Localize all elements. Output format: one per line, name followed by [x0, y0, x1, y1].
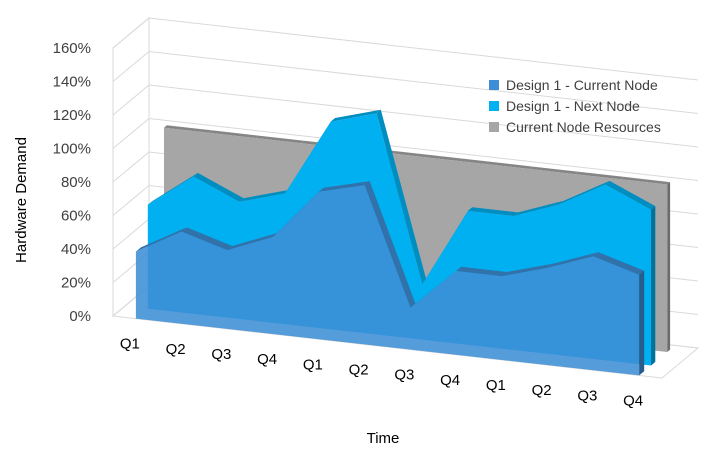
- legend-swatch: [489, 122, 499, 132]
- x-tick-label: Q1: [486, 377, 506, 394]
- y-tick-label: 120%: [53, 107, 91, 124]
- x-tick-label: Q3: [394, 367, 414, 384]
- y-tick-label: 0%: [69, 308, 91, 325]
- series-top-segment: [209, 130, 259, 138]
- y-tick-label: 160%: [53, 40, 91, 57]
- legend: Design 1 - Current Node Design 1 - Next N…: [489, 77, 661, 135]
- x-tick-labels: Q1 Q2 Q3 Q4 Q1 Q2 Q3 Q4 Q1 Q2 Q3 Q4: [120, 336, 643, 410]
- series-top-segment: [364, 181, 416, 308]
- series-top-segment: [410, 266, 462, 308]
- series-top-segment: [438, 156, 488, 164]
- series-top-segment: [501, 263, 553, 277]
- y-tick-label: 60%: [61, 208, 91, 225]
- series-top-segment: [164, 125, 213, 133]
- gridline: [112, 17, 699, 81]
- series-end-cap: [667, 182, 671, 352]
- x-tick-label: Q4: [623, 392, 643, 409]
- series-top-segment: [193, 172, 244, 202]
- series-area-0: [135, 185, 640, 376]
- y-tick-label: 20%: [61, 275, 91, 292]
- x-tick-label: Q1: [120, 336, 140, 353]
- series-top-segment: [575, 171, 625, 180]
- legend-label: Design 1 - Next Node: [506, 98, 640, 114]
- y-tick-label: 80%: [61, 174, 91, 191]
- series-top-segment: [135, 227, 187, 252]
- series-top-segment: [330, 109, 381, 122]
- x-tick-label: Q4: [257, 351, 277, 368]
- series-top-segment: [255, 135, 305, 144]
- series-top-segment: [559, 180, 610, 205]
- series-top-segment: [484, 161, 533, 169]
- series-top-segment: [147, 172, 198, 205]
- legend-swatch: [489, 101, 499, 111]
- series-top-segment: [513, 200, 564, 216]
- x-tick-label: Q1: [303, 356, 323, 373]
- series-top-segment: [547, 252, 599, 268]
- series-top-segment: [593, 252, 645, 275]
- x-tick-label: Q2: [349, 361, 369, 378]
- x-tick-label: Q4: [440, 372, 460, 389]
- series-top-segment: [456, 266, 507, 277]
- series-top-segment: [530, 166, 579, 175]
- series-top-segment: [239, 189, 290, 202]
- x-tick-label: Q2: [532, 382, 552, 399]
- gridline: [112, 84, 699, 148]
- series-top-segment: [392, 151, 442, 159]
- y-tick-label: 140%: [53, 74, 91, 91]
- legend-label: Current Node Resources: [506, 119, 661, 135]
- series-top-segment: [621, 176, 671, 185]
- series-top-segment: [376, 109, 427, 285]
- y-axis-title: Hardware Demand: [13, 137, 30, 263]
- x-axis-title: Time: [367, 430, 400, 447]
- y-tick-labels: 0% 20% 40% 60% 80% 100% 120% 140% 160%: [53, 40, 91, 325]
- series-top-segment: [468, 207, 519, 216]
- x-tick-label: Q2: [166, 341, 186, 358]
- x-tick-label: Q3: [577, 387, 597, 404]
- series-layer: [135, 109, 671, 376]
- y-tick-label: 40%: [61, 241, 91, 258]
- series-end-cap: [651, 206, 656, 366]
- series-top-segment: [605, 180, 656, 210]
- y-tick-label: 100%: [53, 141, 91, 158]
- series-top-segment: [318, 181, 370, 192]
- legend-swatch: [489, 80, 499, 90]
- series-top-segment: [227, 232, 279, 251]
- series-end-cap: [639, 270, 645, 376]
- legend-label: Design 1 - Current Node: [506, 77, 658, 93]
- gridline: [112, 50, 699, 114]
- gridline: [112, 117, 699, 181]
- x-tick-label: Q3: [211, 346, 231, 363]
- series-top-segment: [181, 227, 233, 251]
- series-0: [135, 181, 645, 376]
